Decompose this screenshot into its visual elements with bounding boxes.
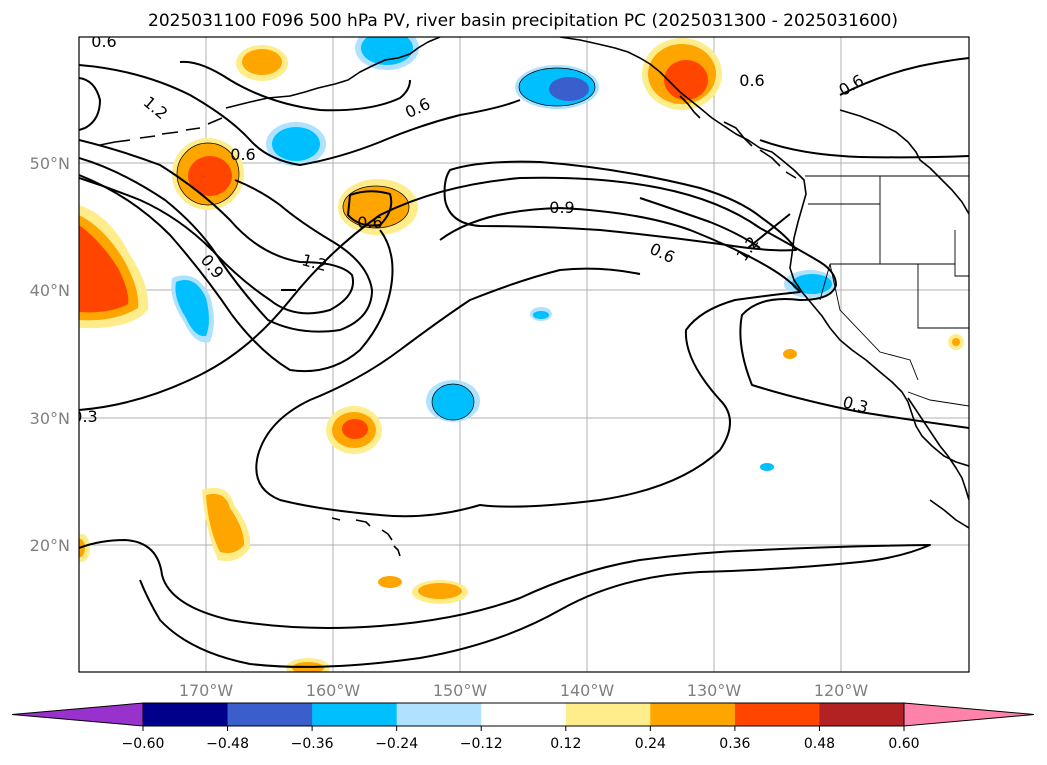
colorbar-tick-label: −0.12 <box>460 736 503 752</box>
colorbar-tick-label: −0.36 <box>291 736 334 752</box>
pv-contour-1.2-east <box>639 197 791 249</box>
colorbar-bin <box>819 703 905 726</box>
pv-contour-0.9-central <box>443 160 797 252</box>
colorbar-tick-label: −0.60 <box>122 736 165 752</box>
positive-anomaly-near-165w-58n <box>236 45 288 81</box>
figure-title: 2025031100 F096 500 hPa PV, river basin … <box>148 11 898 31</box>
positive-anomaly-near-132w-57n <box>642 38 722 110</box>
positive-anomaly-near-158w-29n <box>326 406 382 454</box>
lat-label-20n: 20°N <box>30 536 70 555</box>
colorbar-extend-max <box>903 702 1035 727</box>
pv-contour-ne-0.6-b <box>839 57 969 96</box>
positive-anomaly-west-coast-edge <box>79 205 149 329</box>
colorbar-cells <box>11 702 1035 727</box>
contour-label: 0.6 <box>91 32 116 51</box>
colorbar-tick-label: 0.48 <box>804 736 835 752</box>
colorbar-bin <box>312 703 398 726</box>
contour-label: 0.6 <box>739 71 764 90</box>
lon-label-140w: 140°W <box>560 681 615 700</box>
aleutian-islands <box>99 117 223 146</box>
lon-label-120w: 120°W <box>814 681 869 700</box>
negative-anomaly-near-124w-40n <box>784 270 836 298</box>
us-state-borders <box>808 176 969 381</box>
lat-label-40n: 40°N <box>30 281 70 300</box>
hawaiian-islands <box>331 517 401 557</box>
pv-contour-west-1.2-trough <box>79 139 354 315</box>
colorbar-tick-label: 0.24 <box>635 736 666 752</box>
longitude-labels: 170°W 160°W 150°W 140°W 130°W 120°W <box>179 681 869 700</box>
colorbar-extend-min <box>11 702 144 727</box>
mexico-coast <box>929 499 969 529</box>
pv-contour-0.3-south <box>79 539 931 668</box>
colorbar-tick-label: 0.12 <box>550 736 581 752</box>
colorbar-bin <box>396 703 482 726</box>
contour-label: 0.9 <box>549 198 574 217</box>
colorbar-tick-label: 0.60 <box>888 736 919 752</box>
map-content: 0.6 1.2 0.6 0.6 0.6 0.6 0.9 1.2 0.6 0.9 … <box>72 32 969 672</box>
gulf-of-alaska-coast <box>559 37 807 209</box>
contour-label: 0.6 <box>230 145 255 164</box>
map-frame <box>78 36 970 673</box>
pv-contour-west-0.6 <box>79 174 394 373</box>
pv-contour-small-loop <box>347 190 393 227</box>
colorbar: −0.60 −0.48 −0.36 −0.24 −0.12 0.12 0.24 0.36 0.4… <box>11 702 1035 752</box>
map-panel: 0.6 1.2 0.6 0.6 0.6 0.6 0.9 1.2 0.6 0.9 … <box>72 32 970 673</box>
negative-anomaly-near-170w-39n <box>171 275 214 343</box>
alaska-coastline <box>225 37 441 109</box>
us-mexico-border <box>907 391 969 407</box>
british-columbia-islands <box>679 95 797 179</box>
pv-contour-north-0.6-b <box>179 60 411 112</box>
positive-anomaly-near-170w-50n <box>172 138 244 210</box>
colorbar-bin <box>734 703 820 726</box>
precip-anomaly-fields <box>79 37 964 672</box>
pv-contour-north-0.6-a <box>79 64 521 166</box>
lat-label-30n: 30°N <box>30 409 70 428</box>
pv-contour-0.3-outer <box>79 176 969 429</box>
pv-contours <box>79 57 969 668</box>
colorbar-bin <box>227 703 313 726</box>
colorbar-bin <box>143 703 229 726</box>
latitude-labels: 50°N 40°N 30°N 20°N <box>30 154 70 555</box>
lon-label-160w: 160°W <box>306 681 361 700</box>
small-negative-anomalies <box>530 307 774 471</box>
small-positive-anomalies <box>79 334 964 672</box>
negative-anomaly-near-156w-60n <box>355 37 419 70</box>
negative-anomaly-near-142w-56n <box>515 65 599 109</box>
lon-label-130w: 130°W <box>687 681 742 700</box>
pv-contour-west-0.9 <box>79 157 373 333</box>
baja-peninsula <box>907 397 969 501</box>
colorbar-bin <box>650 703 736 726</box>
lon-label-170w: 170°W <box>179 681 234 700</box>
negative-anomaly-near-163w-52n <box>266 122 326 166</box>
canada-mainland-coast <box>839 109 969 215</box>
negative-anomaly-near-150w-31n <box>426 380 480 422</box>
west-coast-us <box>789 207 969 467</box>
colorbar-bin <box>565 703 651 726</box>
colorbar-tick-label: −0.48 <box>206 736 249 752</box>
positive-anomaly-near-168w-22n <box>202 487 251 562</box>
map-background <box>79 37 969 672</box>
colorbar-bin <box>481 703 567 726</box>
colorbar-tick-label: −0.24 <box>375 736 418 752</box>
colorbar-ticks: −0.60 −0.48 −0.36 −0.24 −0.12 0.12 0.24 0.36 0.4… <box>122 726 920 752</box>
lon-label-150w: 150°W <box>433 681 488 700</box>
pv-contour-ne-0.6 <box>759 139 969 159</box>
pv-contour-1.2-west <box>79 77 101 131</box>
contour-label: 0.3 <box>72 407 97 426</box>
contour-label: 0.6 <box>357 213 382 232</box>
coastlines <box>99 37 969 557</box>
colorbar-tick-label: 0.36 <box>719 736 750 752</box>
lat-label-50n: 50°N <box>30 154 70 173</box>
pv-contour-0.6-inner <box>255 207 801 518</box>
colorbar-frame <box>142 702 905 727</box>
political-borders <box>805 175 969 407</box>
